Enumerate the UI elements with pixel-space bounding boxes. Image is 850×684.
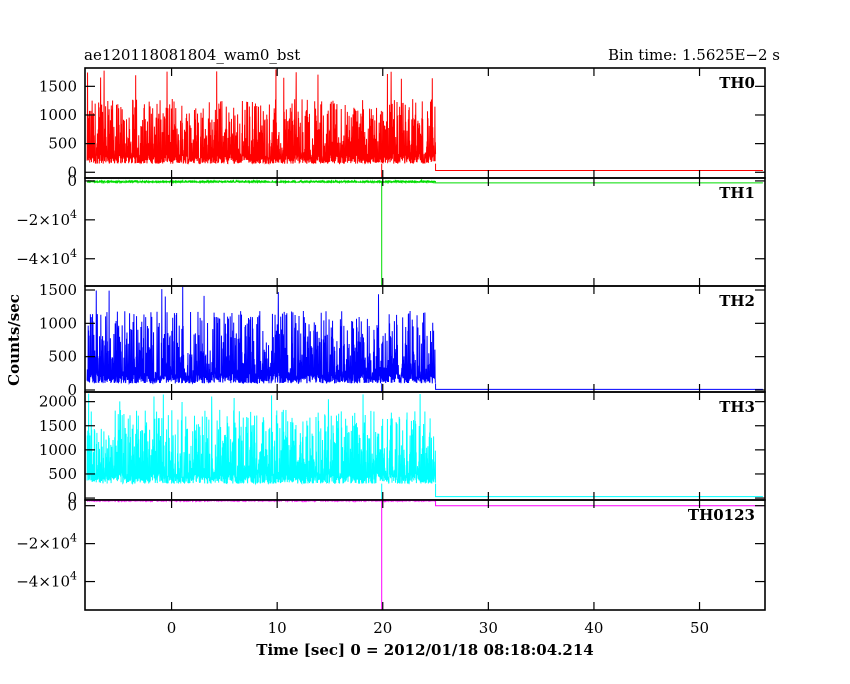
y-tick-label: 1000 xyxy=(39,441,77,459)
y-tick-label: 0 xyxy=(67,381,77,399)
series-th0123 xyxy=(86,500,763,610)
x-tick-label: 50 xyxy=(690,619,709,637)
panel-frame xyxy=(84,499,766,611)
y-tick-label: −4×104 xyxy=(16,247,77,268)
series-th3 xyxy=(86,393,763,500)
x-tick-label: 0 xyxy=(167,619,177,637)
y-tick-label: 1000 xyxy=(39,314,77,332)
x-tick-label: 10 xyxy=(268,619,287,637)
panels-group: TH0050010001500TH10−2×104−4×104TH2050010… xyxy=(16,67,766,637)
y-tick-label: 500 xyxy=(48,348,77,366)
x-tick-label: 40 xyxy=(584,619,603,637)
y-tick-label: 0 xyxy=(67,163,77,181)
y-tick-label: 500 xyxy=(48,465,77,483)
panel-th3: TH3 0 500 1000 1500 2000 xyxy=(39,391,766,507)
x-axis-label: Time [sec] 0 = 2012/01/18 08:18:04.214 xyxy=(256,641,593,659)
y-axis-label: Counts/sec xyxy=(5,294,23,386)
panel-th0: TH0 0 500 1000 1500 xyxy=(39,67,766,181)
y-tick-label: 1000 xyxy=(39,106,77,124)
panel-th2: TH2 0 500 1000 1500 xyxy=(39,281,766,399)
panel-label: TH0123 xyxy=(688,506,755,524)
y-tick-label: −2×104 xyxy=(16,532,77,553)
y-tick-label: 1500 xyxy=(39,417,77,435)
panel-th1: TH1 0 −2×104 −4×104 xyxy=(16,172,766,287)
y-tick-label: 0 xyxy=(67,489,77,507)
y-tick-label: 0 xyxy=(67,172,77,190)
panel-label: TH1 xyxy=(719,184,755,202)
chart-title: ae120118081804_wam0_bst xyxy=(84,46,300,64)
y-tick-label: −4×104 xyxy=(16,570,77,591)
x-tick-label: 30 xyxy=(479,619,498,637)
series-th0 xyxy=(86,69,763,178)
y-tick-label: 2000 xyxy=(39,393,77,411)
x-tick-label: 20 xyxy=(373,619,392,637)
y-tick-label: 1500 xyxy=(39,77,77,95)
bin-time-label: Bin time: 1.5625E−2 s xyxy=(608,46,780,64)
panel-frame xyxy=(84,177,766,287)
series-th1 xyxy=(86,179,763,286)
panel-label: TH0 xyxy=(719,74,755,92)
series-th2 xyxy=(86,286,763,392)
panel-label: TH3 xyxy=(719,398,755,416)
panel-label: TH2 xyxy=(719,292,755,310)
panel-th0123: TH0123 0 −2×104 −4×104 xyxy=(16,497,766,611)
y-tick-label: 1500 xyxy=(39,281,77,299)
y-tick-label: 500 xyxy=(48,135,77,153)
y-tick-label: −2×104 xyxy=(16,208,77,229)
y-tick-label: 0 xyxy=(67,497,77,515)
